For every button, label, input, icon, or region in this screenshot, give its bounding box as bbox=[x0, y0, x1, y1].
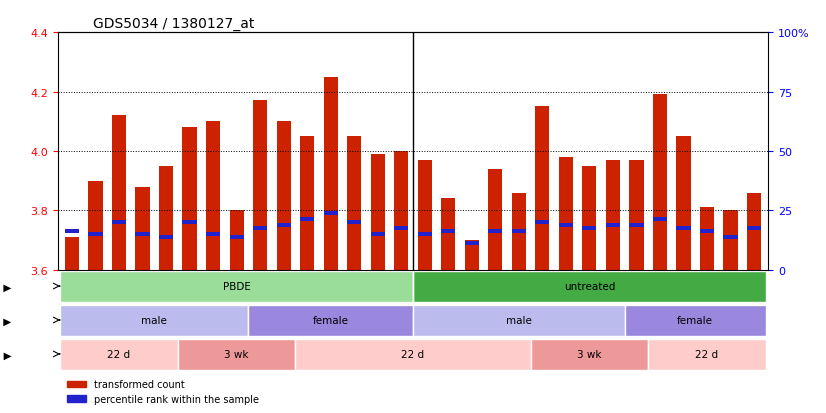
Bar bbox=[535, 221, 549, 225]
Bar bbox=[441, 199, 455, 270]
Bar bbox=[371, 154, 385, 270]
FancyBboxPatch shape bbox=[249, 306, 413, 336]
Text: male: male bbox=[506, 315, 532, 325]
Bar bbox=[488, 230, 502, 234]
FancyBboxPatch shape bbox=[60, 272, 413, 302]
Legend: transformed count, percentile rank within the sample: transformed count, percentile rank withi… bbox=[63, 375, 263, 408]
FancyBboxPatch shape bbox=[624, 306, 766, 336]
Bar bbox=[371, 233, 385, 237]
Bar bbox=[559, 223, 573, 228]
Bar bbox=[724, 211, 738, 270]
FancyBboxPatch shape bbox=[296, 339, 530, 370]
Bar bbox=[135, 187, 150, 270]
FancyBboxPatch shape bbox=[648, 339, 766, 370]
Bar bbox=[159, 166, 173, 270]
FancyBboxPatch shape bbox=[178, 339, 296, 370]
Bar bbox=[747, 193, 761, 270]
Bar bbox=[724, 235, 738, 240]
Bar bbox=[277, 122, 291, 270]
Bar bbox=[206, 122, 220, 270]
Bar bbox=[206, 233, 220, 237]
FancyBboxPatch shape bbox=[530, 339, 648, 370]
Bar bbox=[512, 230, 526, 234]
Bar bbox=[606, 161, 620, 270]
FancyBboxPatch shape bbox=[413, 272, 766, 302]
Text: 22 d: 22 d bbox=[401, 349, 425, 359]
Bar bbox=[700, 208, 714, 270]
Bar bbox=[183, 221, 197, 225]
Bar bbox=[65, 230, 79, 234]
Bar bbox=[653, 95, 667, 270]
Bar bbox=[418, 161, 432, 270]
Bar bbox=[112, 116, 126, 270]
Bar bbox=[230, 235, 244, 240]
Bar bbox=[230, 211, 244, 270]
Bar bbox=[159, 235, 173, 240]
Text: 3 wk: 3 wk bbox=[225, 349, 249, 359]
FancyBboxPatch shape bbox=[60, 306, 249, 336]
Text: GDS5034 / 1380127_at: GDS5034 / 1380127_at bbox=[93, 17, 254, 31]
Bar bbox=[559, 157, 573, 270]
Bar bbox=[300, 218, 314, 222]
Bar bbox=[253, 226, 267, 231]
Bar bbox=[394, 226, 408, 231]
Bar bbox=[65, 237, 79, 270]
Bar bbox=[88, 233, 102, 237]
Text: 22 d: 22 d bbox=[107, 349, 131, 359]
Bar bbox=[324, 78, 338, 270]
Text: 22 d: 22 d bbox=[695, 349, 719, 359]
Text: age ▶: age ▶ bbox=[0, 350, 12, 360]
Bar bbox=[112, 221, 126, 225]
Text: agent ▶: agent ▶ bbox=[0, 282, 12, 292]
Bar bbox=[418, 233, 432, 237]
Bar bbox=[676, 226, 691, 231]
Bar bbox=[277, 223, 291, 228]
Text: untreated: untreated bbox=[563, 281, 615, 291]
Bar bbox=[465, 241, 479, 246]
Bar bbox=[394, 152, 408, 270]
Bar bbox=[253, 101, 267, 270]
Bar bbox=[535, 107, 549, 270]
Bar bbox=[582, 166, 596, 270]
Bar bbox=[324, 212, 338, 216]
Text: gender ▶: gender ▶ bbox=[0, 316, 12, 326]
Bar bbox=[700, 230, 714, 234]
FancyBboxPatch shape bbox=[60, 339, 178, 370]
Bar bbox=[653, 218, 667, 222]
Text: PBDE: PBDE bbox=[223, 281, 250, 291]
Bar bbox=[465, 240, 479, 270]
Bar bbox=[347, 137, 361, 270]
Bar bbox=[135, 233, 150, 237]
Text: male: male bbox=[141, 315, 167, 325]
Bar bbox=[347, 221, 361, 225]
Text: female: female bbox=[313, 315, 349, 325]
Bar bbox=[441, 230, 455, 234]
Bar bbox=[747, 226, 761, 231]
Bar bbox=[488, 169, 502, 270]
Text: female: female bbox=[677, 315, 714, 325]
Bar bbox=[582, 226, 596, 231]
Bar bbox=[629, 223, 643, 228]
Bar bbox=[606, 223, 620, 228]
Bar bbox=[300, 137, 314, 270]
Bar bbox=[183, 128, 197, 270]
Bar bbox=[512, 193, 526, 270]
Bar bbox=[88, 181, 102, 270]
FancyBboxPatch shape bbox=[413, 306, 624, 336]
Bar bbox=[629, 161, 643, 270]
Text: 3 wk: 3 wk bbox=[577, 349, 601, 359]
Bar bbox=[676, 137, 691, 270]
